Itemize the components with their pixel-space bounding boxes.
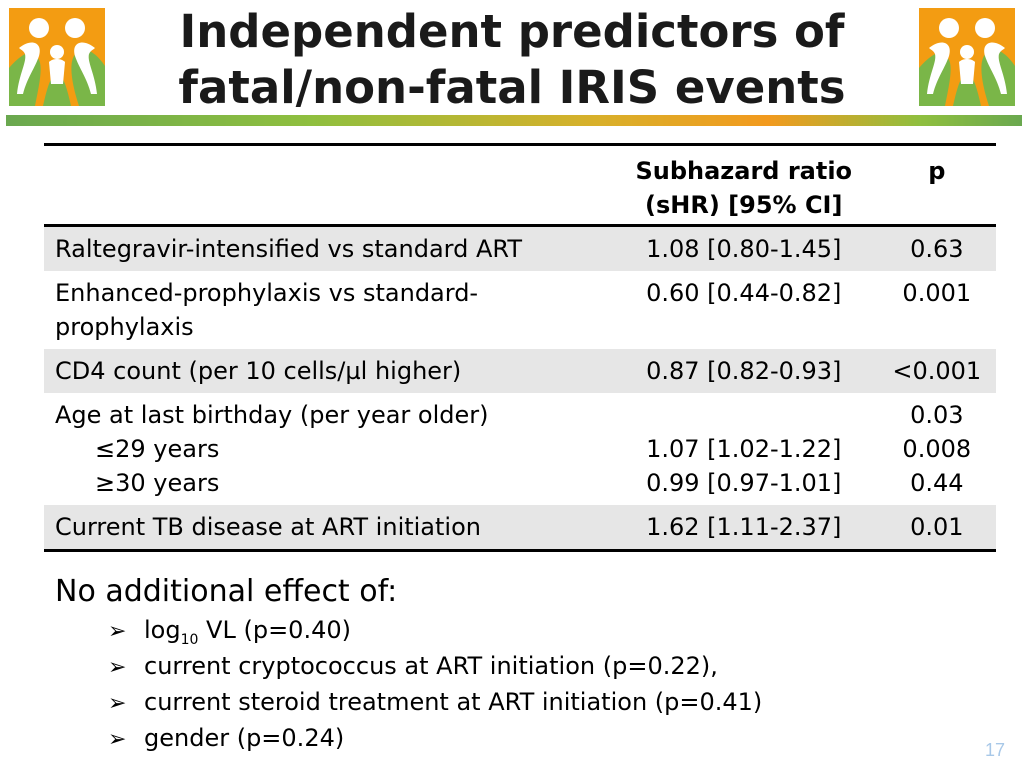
row-label: Enhanced-prophylaxis vs standard- prophy… — [44, 271, 610, 349]
row-label: Current TB disease at ART initiation — [44, 505, 610, 551]
row-shr-main — [610, 398, 878, 432]
slide-title: Independent predictors of fatal/non-fata… — [150, 4, 874, 116]
row-p: 0.63 — [877, 225, 996, 271]
slide-title-line2: fatal/non-fatal IRIS events — [178, 61, 846, 114]
row-shr: 1.62 [1.11-2.37] — [609, 505, 878, 551]
list-item: ➢ current steroid treatment at ART initi… — [108, 685, 762, 721]
row-sublabel: ≤29 years — [95, 435, 220, 463]
bullet-log-prefix: log — [144, 616, 181, 644]
row-sublabel: ≥30 years — [95, 469, 220, 497]
table-row: CD4 count (per 10 cells/µl higher) 0.87 … — [44, 349, 996, 393]
header-shr: Subhazard ratio (sHR) [95% CI] — [609, 144, 878, 227]
row-label-main: Age at last birthday (per year older) — [55, 401, 489, 429]
list-item-text: current steroid treatment at ART initiat… — [144, 688, 763, 716]
list-item-text: gender (p=0.24) — [144, 724, 345, 752]
row-p-sub: 0.008 — [902, 435, 972, 463]
arrow-bullet-icon: ➢ — [108, 691, 127, 716]
row-label: Raltegravir-intensified vs standard ART — [44, 225, 610, 271]
family-logo-icon — [9, 8, 105, 106]
row-p: 0.001 — [902, 279, 972, 307]
bullet-log-suffix: VL (p=0.40) — [198, 616, 351, 644]
list-item: ➢ log10 VL (p=0.40) — [108, 613, 762, 649]
list-item: ➢ gender (p=0.24) — [108, 721, 762, 757]
row-shr: 1.08 [0.80-1.45] — [609, 225, 878, 271]
family-logo-icon — [919, 8, 1015, 106]
row-p: <0.001 — [877, 349, 996, 393]
row-p: 0.01 — [877, 505, 996, 551]
table-header-row: Subhazard ratio (sHR) [95% CI] p — [44, 144, 996, 227]
header-label — [44, 144, 610, 227]
row-p: 0.03 0.008 0.44 — [878, 393, 996, 505]
arrow-bullet-icon: ➢ — [108, 619, 127, 644]
slide-title-line1: Independent predictors of — [179, 5, 845, 58]
list-item: ➢ current cryptococcus at ART initiation… — [108, 649, 762, 685]
row-shr: 0.87 [0.82-0.93] — [609, 349, 878, 393]
list-item-text: current cryptococcus at ART initiation (… — [144, 652, 718, 680]
row-label-line1: Enhanced-prophylaxis vs standard- — [55, 279, 479, 307]
no-effect-heading: No additional effect of: — [55, 574, 398, 609]
row-label-line2: prophylaxis — [55, 313, 194, 341]
table-row: Enhanced-prophylaxis vs standard- prophy… — [44, 271, 996, 349]
predictors-table: Subhazard ratio (sHR) [95% CI] p Raltegr… — [44, 143, 996, 552]
row-shr: 1.07 [1.02-1.22] 0.99 [0.97-1.01] — [610, 393, 878, 505]
page-number: 17 — [985, 740, 1006, 760]
row-shr-sub: 1.07 [1.02-1.22] — [646, 435, 842, 463]
arrow-bullet-icon: ➢ — [108, 655, 127, 680]
table-row: Age at last birthday (per year older) ≤2… — [44, 393, 996, 505]
row-p-sub: 0.44 — [910, 469, 964, 497]
header-p: p — [877, 144, 996, 227]
list-item-text: log10 VL (p=0.40) — [144, 613, 351, 647]
table-row: Current TB disease at ART initiation 1.6… — [44, 505, 996, 551]
no-effect-list: ➢ log10 VL (p=0.40) ➢ current cryptococc… — [108, 613, 762, 757]
header-shr-line1: Subhazard ratio — [635, 157, 853, 185]
bullet-log-subscript: 10 — [180, 631, 199, 648]
arrow-bullet-icon: ➢ — [108, 727, 127, 752]
row-p-main: 0.03 — [910, 401, 964, 429]
row-label: CD4 count (per 10 cells/µl higher) — [44, 349, 610, 393]
row-label: Age at last birthday (per year older) ≤2… — [44, 393, 610, 505]
title-divider — [6, 115, 1022, 126]
row-shr-sub: 0.99 [0.97-1.01] — [646, 469, 842, 497]
table-row: Raltegravir-intensified vs standard ART … — [44, 225, 996, 271]
row-shr: 0.60 [0.44-0.82] — [646, 279, 842, 307]
header-shr-line2: (sHR) [95% CI] — [645, 191, 843, 219]
